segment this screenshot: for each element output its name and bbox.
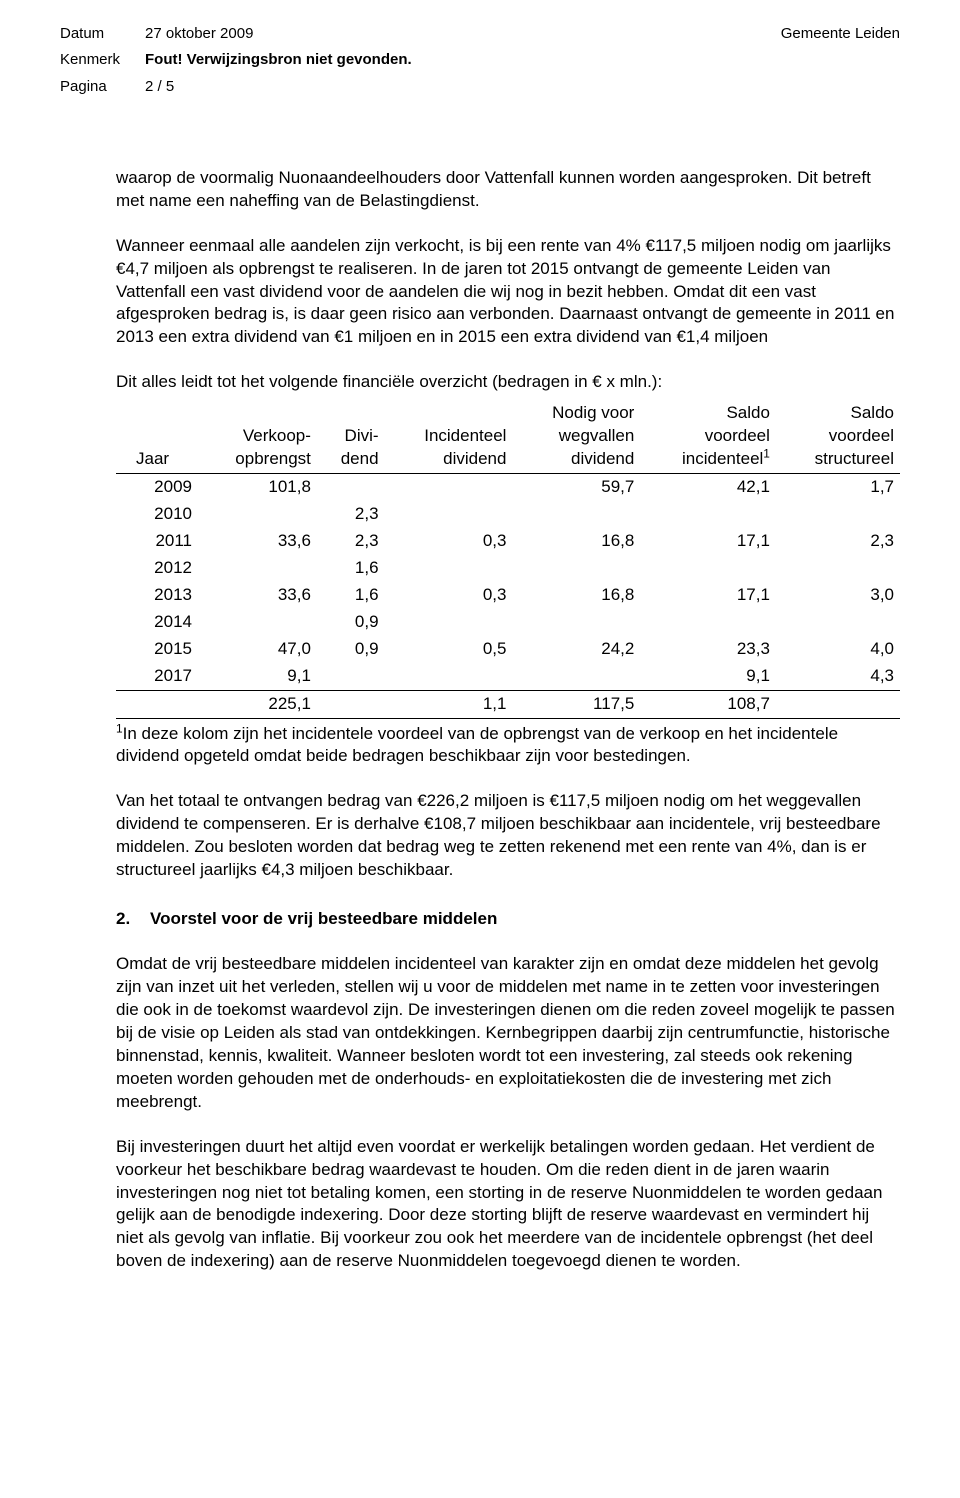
table-row: 2015 47,0 0,9 0,5 24,2 23,3 4,0	[116, 636, 900, 663]
th-saldo-structureel: Saldovoordeelstructureel	[776, 400, 900, 473]
meta-datum-value: 27 oktober 2009	[145, 24, 781, 44]
meta-kenmerk-label: Kenmerk	[60, 50, 145, 70]
meta-pagina-value: 2 / 5	[145, 77, 900, 97]
paragraph-2: Wanneer eenmaal alle aandelen zijn verko…	[116, 235, 900, 350]
table-intro: Dit alles leidt tot het volgende financi…	[116, 371, 900, 394]
table-row: 2014 0,9	[116, 609, 900, 636]
table-footnote: 1In deze kolom zijn het incidentele voor…	[116, 723, 900, 769]
table-row: 2012 1,6	[116, 555, 900, 582]
th-verkoop: Verkoop-opbrengst	[198, 400, 317, 473]
document-content: waarop de voormalig Nuonaandeelhouders d…	[60, 167, 900, 1274]
section-2-heading: 2. Voorstel voor de vrij besteedbare mid…	[116, 908, 900, 931]
document-page: Datum 27 oktober 2009 Gemeente Leiden Ke…	[0, 0, 960, 1498]
paragraph-1: waarop de voormalig Nuonaandeelhouders d…	[116, 167, 900, 213]
th-incidenteel: Incidenteeldividend	[385, 400, 513, 473]
document-meta: Datum 27 oktober 2009 Gemeente Leiden Ke…	[60, 24, 900, 97]
paragraph-5: Bij investeringen duurt het altijd even …	[116, 1136, 900, 1274]
paragraph-4: Omdat de vrij besteedbare middelen incid…	[116, 953, 900, 1114]
th-jaar: Jaar	[116, 400, 198, 473]
paragraph-3: Van het totaal te ontvangen bedrag van €…	[116, 790, 900, 882]
th-dividend: Divi-dend	[317, 400, 385, 473]
table-totals-row: 225,1 1,1 117,5 108,7	[116, 690, 900, 718]
th-nodig: Nodig voorwegvallendividend	[512, 400, 640, 473]
table-row: 2009 101,8 59,7 42,1 1,7	[116, 474, 900, 501]
header-right: Gemeente Leiden	[781, 24, 900, 44]
table-row: 2017 9,1 9,1 4,3	[116, 663, 900, 690]
table-body: 2009 101,8 59,7 42,1 1,7 2010 2,3	[116, 474, 900, 718]
section-2-number: 2.	[116, 908, 136, 931]
financial-table: Jaar Verkoop-opbrengst Divi-dend Inciden…	[116, 400, 900, 718]
meta-datum-label: Datum	[60, 24, 145, 44]
section-2-title: Voorstel voor de vrij besteedbare middel…	[150, 908, 497, 931]
table-header-row: Jaar Verkoop-opbrengst Divi-dend Inciden…	[116, 400, 900, 473]
table-row: 2010 2,3	[116, 501, 900, 528]
table-row: 2011 33,6 2,3 0,3 16,8 17,1 2,3	[116, 528, 900, 555]
table-row: 2013 33,6 1,6 0,3 16,8 17,1 3,0	[116, 582, 900, 609]
meta-kenmerk-value: Fout! Verwijzingsbron niet gevonden.	[145, 50, 900, 70]
meta-pagina-label: Pagina	[60, 77, 145, 97]
th-saldo-incidenteel: Saldovoordeelincidenteel1	[640, 400, 776, 473]
